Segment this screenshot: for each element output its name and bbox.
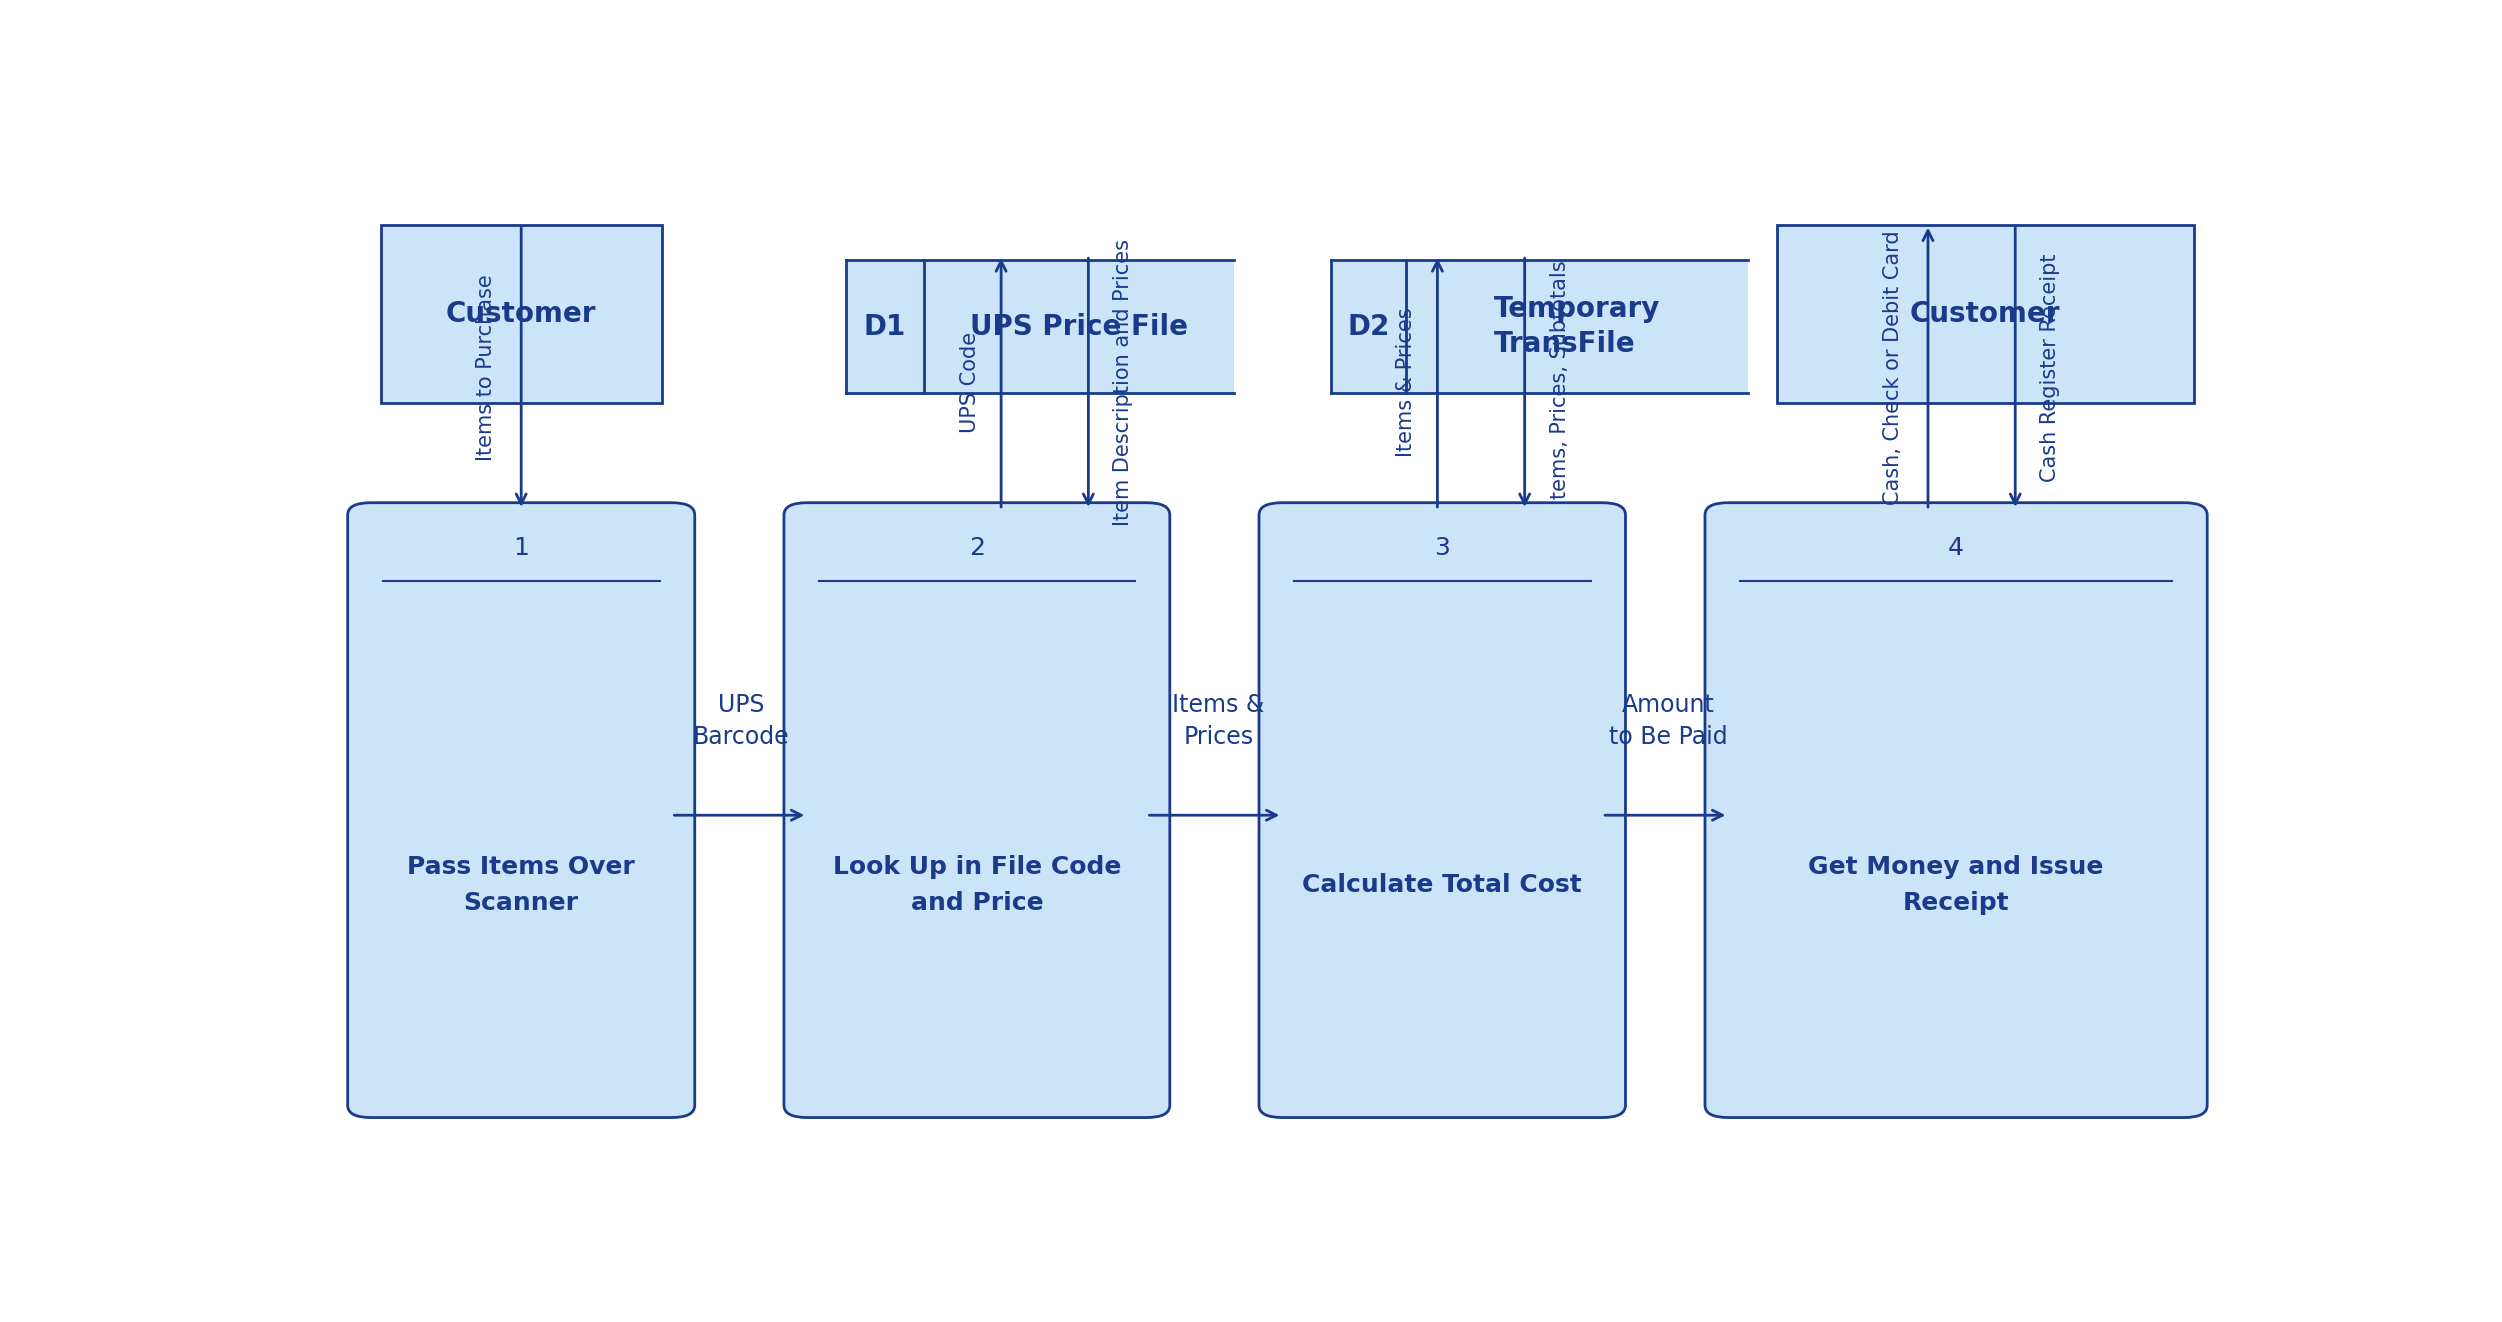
Text: 1: 1 xyxy=(513,535,528,561)
FancyBboxPatch shape xyxy=(1704,502,2207,1117)
Text: 2: 2 xyxy=(968,535,986,561)
Bar xyxy=(846,260,1233,393)
Text: D1: D1 xyxy=(863,312,906,341)
FancyBboxPatch shape xyxy=(1776,225,2194,403)
Text: Items & Prices: Items & Prices xyxy=(1396,308,1416,457)
FancyBboxPatch shape xyxy=(380,225,661,403)
Text: Cash, Check or Debit Card: Cash, Check or Debit Card xyxy=(1884,230,1904,505)
Text: Temporary
TransFile: Temporary TransFile xyxy=(1494,295,1659,358)
Text: Items &
Prices: Items & Prices xyxy=(1171,694,1264,750)
Text: D2: D2 xyxy=(1346,312,1389,341)
Text: Look Up in File Code
and Price: Look Up in File Code and Price xyxy=(833,855,1121,915)
FancyBboxPatch shape xyxy=(348,502,696,1117)
Text: UPS Price File: UPS Price File xyxy=(971,312,1188,341)
Text: 4: 4 xyxy=(1949,535,1964,561)
Text: Cash Register Receipt: Cash Register Receipt xyxy=(2039,253,2059,481)
Text: Calculate Total Cost: Calculate Total Cost xyxy=(1304,873,1581,898)
Text: Customer: Customer xyxy=(1909,300,2062,328)
Text: Items, Prices, Subtotals: Items, Prices, Subtotals xyxy=(1549,260,1569,505)
Text: Item Description and Prices: Item Description and Prices xyxy=(1113,239,1133,526)
FancyBboxPatch shape xyxy=(1259,502,1626,1117)
Text: Customer: Customer xyxy=(445,300,595,328)
Text: Get Money and Issue
Receipt: Get Money and Issue Receipt xyxy=(1809,855,2104,915)
Text: Pass Items Over
Scanner: Pass Items Over Scanner xyxy=(408,855,636,915)
Bar xyxy=(1331,260,1746,393)
Text: UPS
Barcode: UPS Barcode xyxy=(693,694,791,750)
Text: UPS Code: UPS Code xyxy=(961,332,981,434)
Text: Items to Purchase: Items to Purchase xyxy=(475,274,495,460)
FancyBboxPatch shape xyxy=(783,502,1171,1117)
Text: 3: 3 xyxy=(1434,535,1451,561)
Text: Amount
to Be Paid: Amount to Be Paid xyxy=(1609,694,1726,750)
